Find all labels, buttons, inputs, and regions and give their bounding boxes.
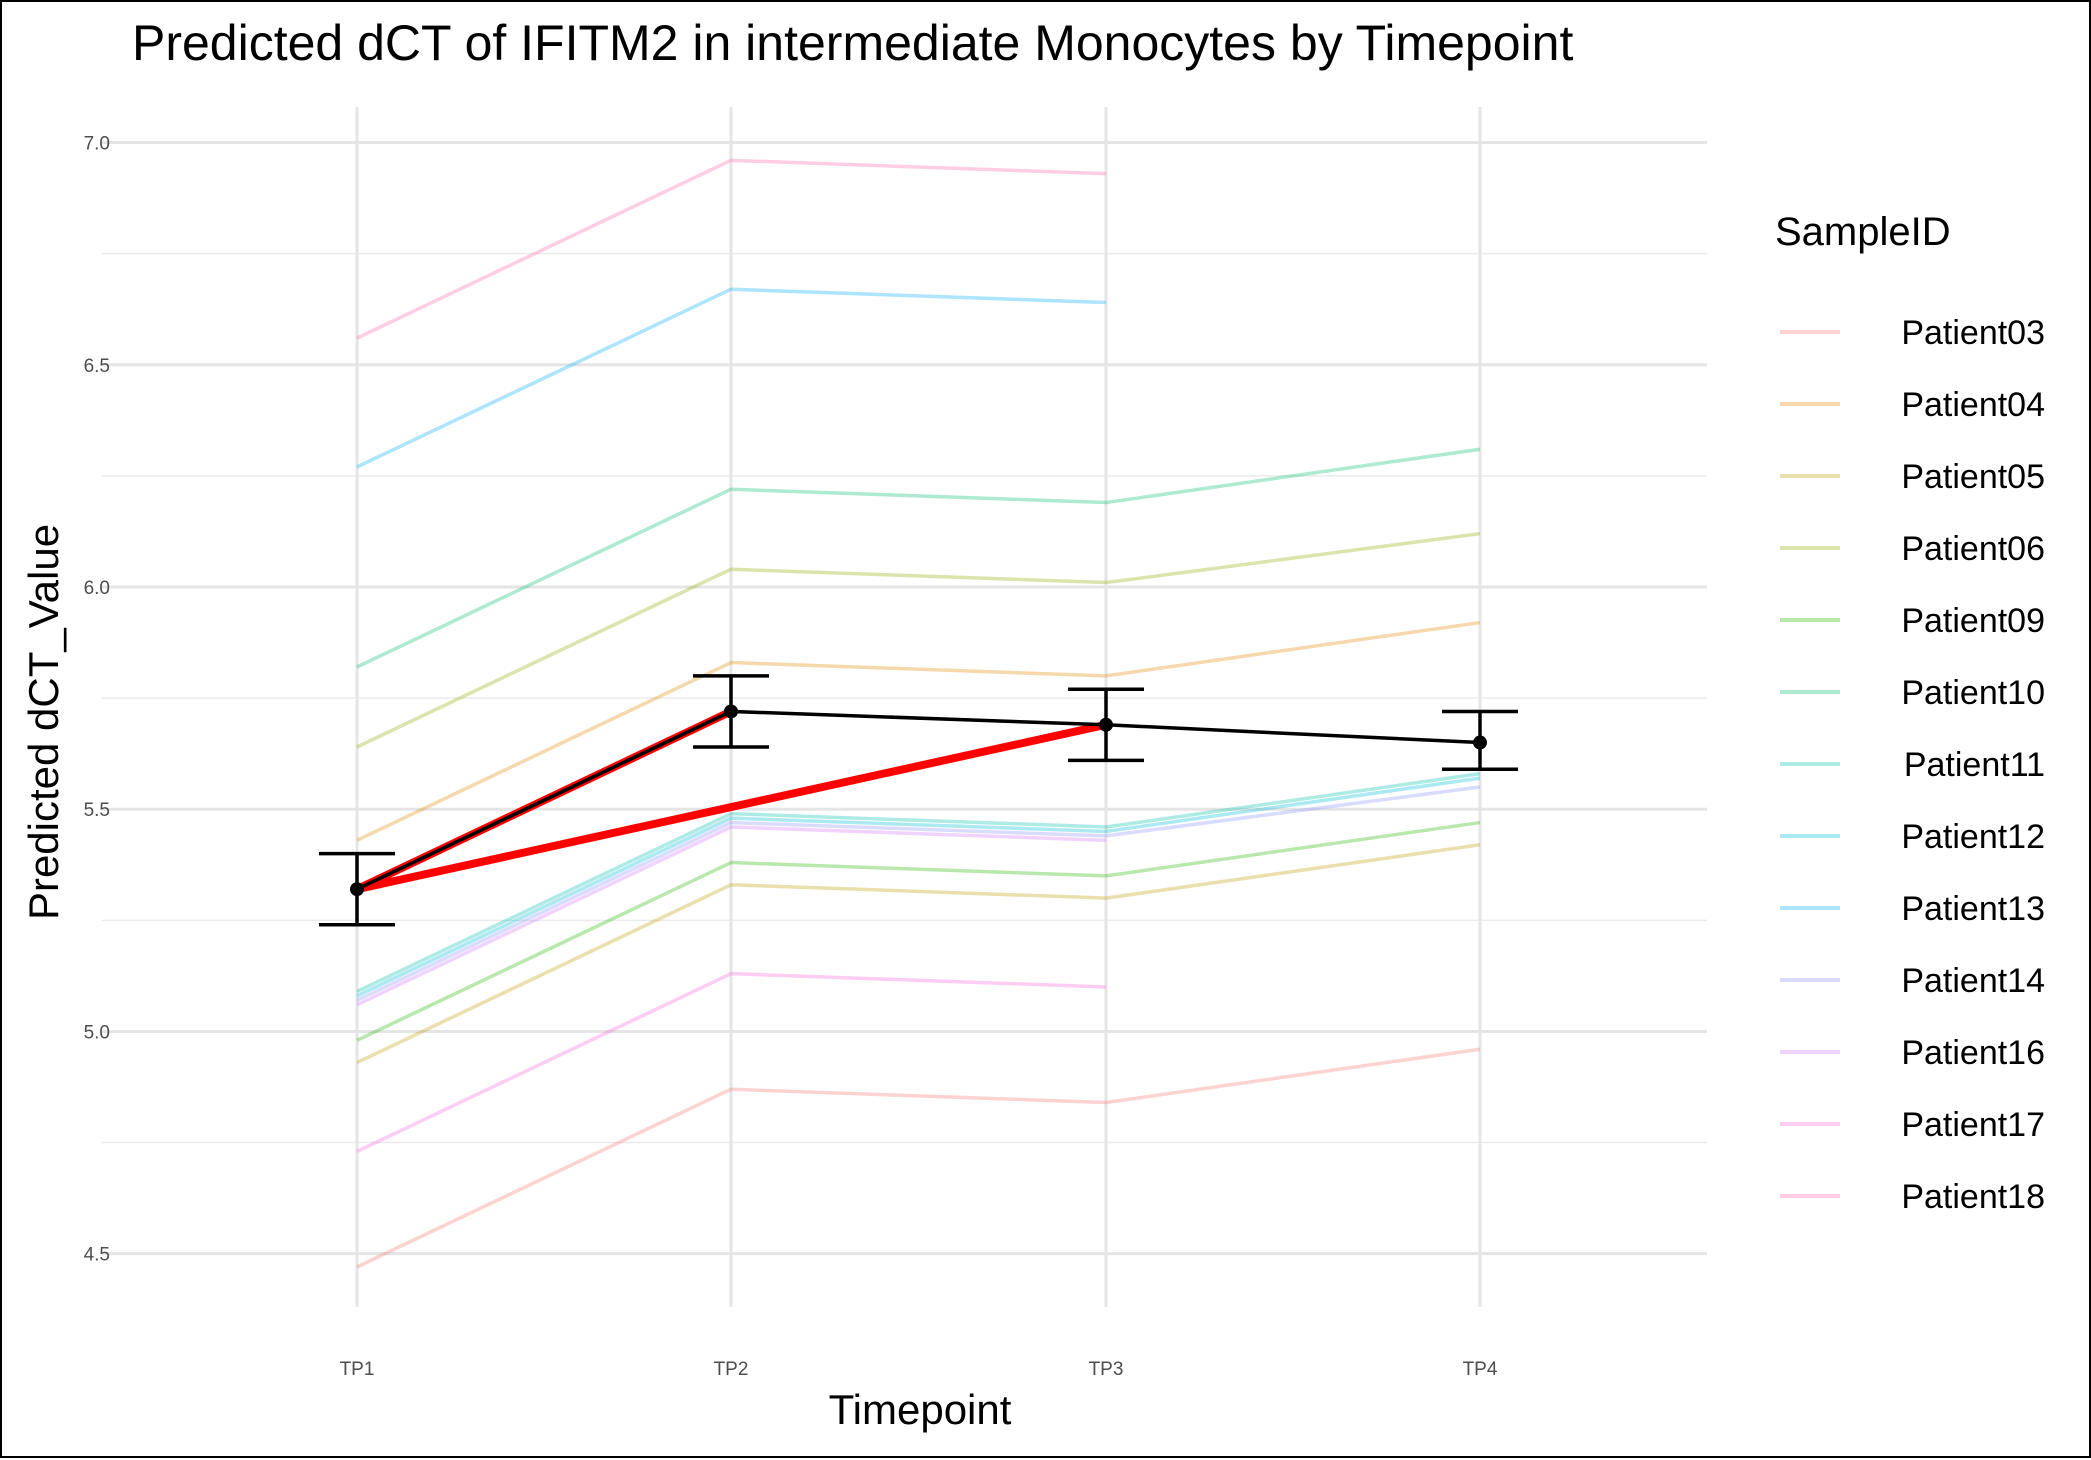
legend-label: Patient05 xyxy=(1901,458,2045,496)
legend-label: Patient04 xyxy=(1901,386,2045,424)
legend-label: Patient11 xyxy=(1904,746,2045,784)
x-tick-label: TP4 xyxy=(1463,1359,1498,1380)
series-line-patient04 xyxy=(356,620,1481,842)
y-tick-label: 5.0 xyxy=(84,1022,110,1043)
y-tick-label: 7.0 xyxy=(84,134,110,155)
chart-title: Predicted dCT of IFITM2 in intermediate … xyxy=(132,15,1573,71)
x-tick-label: TP3 xyxy=(1089,1359,1124,1380)
series-line-patient18 xyxy=(356,158,1107,340)
series-line-patient09 xyxy=(356,820,1481,1042)
series-line-patient05 xyxy=(356,843,1481,1065)
mean-point xyxy=(1099,717,1113,732)
series-line-patient13 xyxy=(356,287,1107,469)
y-axis-title: Predicted dCT_Value xyxy=(20,524,67,920)
legend-label: Patient10 xyxy=(1901,674,2045,712)
x-tick-label: TP1 xyxy=(340,1359,375,1380)
series-line-patient03 xyxy=(356,1047,1481,1269)
series-line-patient12 xyxy=(356,776,1481,998)
legend-label: Patient03 xyxy=(1901,314,2045,352)
series-line-patient11 xyxy=(356,771,1481,994)
mean-point xyxy=(724,704,738,719)
y-tick-label: 6.0 xyxy=(84,578,110,599)
legend-label: Patient09 xyxy=(1901,602,2045,640)
y-tick-label: 5.5 xyxy=(84,800,110,821)
x-axis-title: Timepoint xyxy=(829,1386,1012,1433)
series-line-patient06 xyxy=(356,531,1481,749)
legend-label: Patient18 xyxy=(1901,1178,2045,1216)
legend: SampleID Patient03 Patient04 Patient05 Pati… xyxy=(1775,210,2045,1216)
mean-layer xyxy=(319,674,1518,927)
series-line-patient16 xyxy=(356,825,1107,1007)
series-layer xyxy=(356,158,1481,1269)
y-tick-label: 4.5 xyxy=(84,1245,110,1266)
mean-point xyxy=(350,882,364,897)
legend-label: Patient06 xyxy=(1901,530,2045,568)
y-tick-label: 6.5 xyxy=(84,356,110,377)
grid-layer xyxy=(102,107,1707,1307)
x-tick-label: TP2 xyxy=(714,1359,749,1380)
legend-label: Patient14 xyxy=(1901,962,2045,1000)
series-line-patient14 xyxy=(356,785,1481,1002)
legend-label: Patient16 xyxy=(1901,1034,2045,1072)
legend-label: Patient17 xyxy=(1901,1106,2045,1144)
mean-point xyxy=(1473,735,1487,750)
series-line-patient17 xyxy=(356,971,1107,1154)
axis-layer: 4.5 5.0 5.5 6.0 6.5 7.0 TP1 TP2 TP3 TP4 xyxy=(84,134,1498,1380)
legend-label: Patient12 xyxy=(1901,818,2045,856)
mean-line xyxy=(356,709,1481,891)
legend-label: Patient13 xyxy=(1901,890,2045,928)
highlight-segment xyxy=(353,720,1110,894)
series-line-patient10 xyxy=(356,447,1481,669)
legend-title: SampleID xyxy=(1775,210,1951,254)
